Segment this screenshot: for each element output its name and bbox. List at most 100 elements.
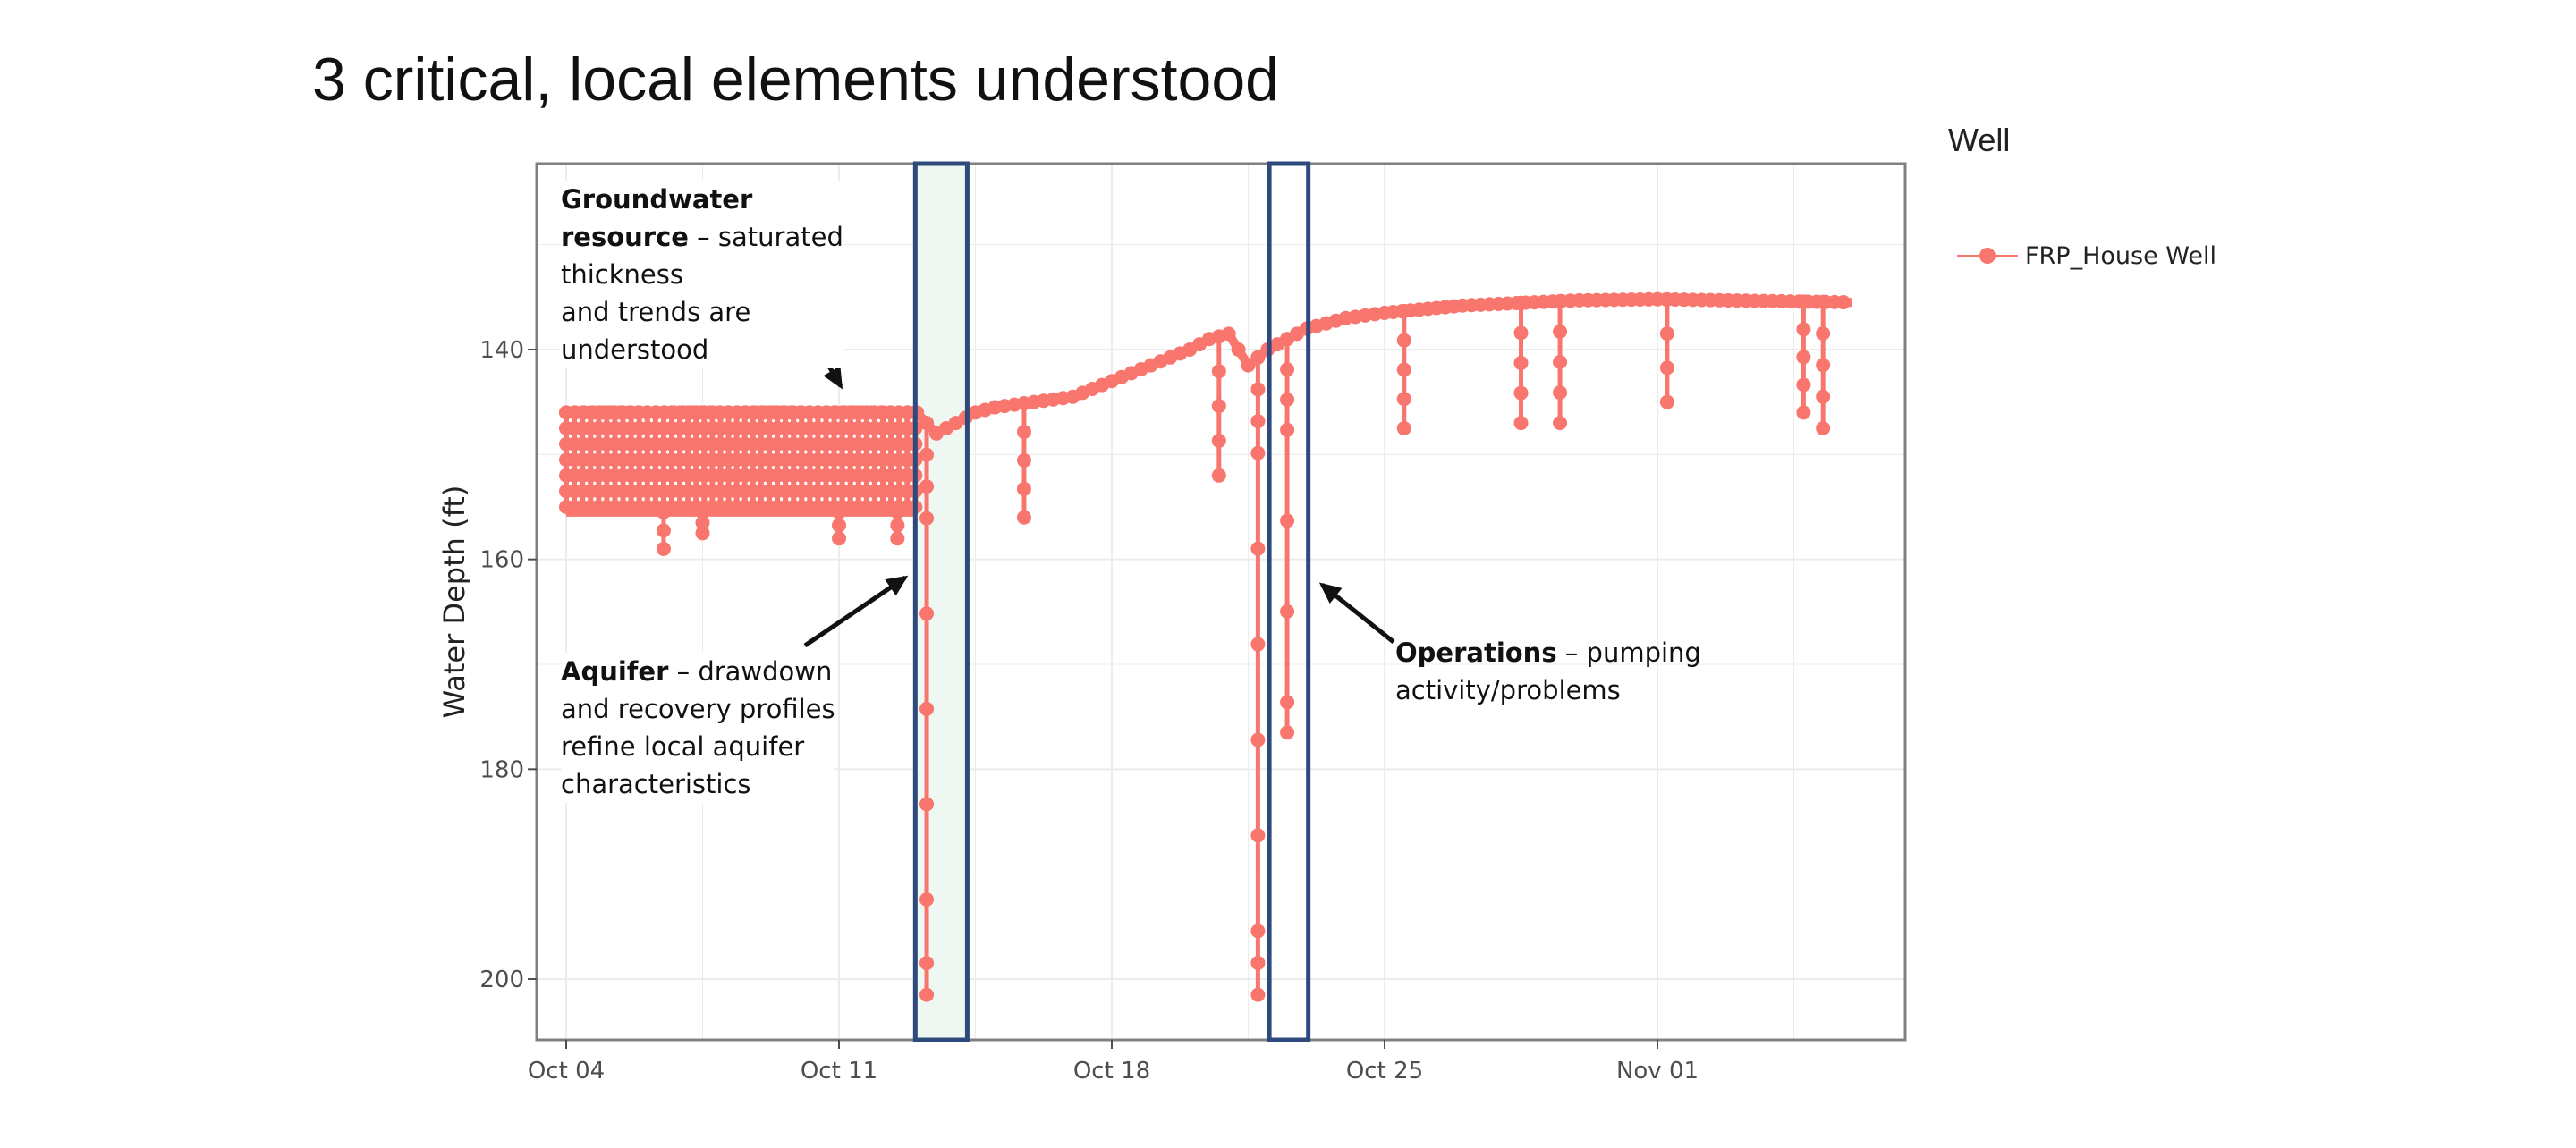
data-point bbox=[1816, 421, 1831, 435]
data-point bbox=[1280, 392, 1295, 407]
data-point bbox=[919, 416, 935, 431]
data-point bbox=[832, 531, 846, 546]
data-point bbox=[919, 956, 935, 971]
data-point bbox=[1016, 452, 1031, 468]
data-point bbox=[1553, 324, 1568, 339]
data-point bbox=[1396, 362, 1411, 377]
annotation-groundwater-text-4: understood bbox=[561, 334, 709, 365]
annotation-aquifer-text-4: characteristics bbox=[561, 769, 751, 799]
data-point bbox=[1280, 695, 1295, 710]
data-point bbox=[1250, 955, 1266, 970]
data-point bbox=[1659, 291, 1674, 307]
highlight-box-outline bbox=[1267, 161, 1311, 1042]
highlight-box-fill bbox=[915, 164, 968, 1040]
legend-item-frp-house-well[interactable]: FRP_House Well bbox=[1957, 240, 2216, 272]
data-point bbox=[1796, 322, 1811, 337]
data-point bbox=[1796, 405, 1811, 420]
highlight-boxes bbox=[915, 164, 968, 1040]
data-point bbox=[1250, 987, 1266, 1002]
data-point bbox=[1250, 382, 1266, 397]
annotation-aquifer-text-1: – drawdown bbox=[668, 656, 833, 687]
x-tick-label: Oct 25 bbox=[1346, 1058, 1423, 1085]
data-point bbox=[919, 511, 935, 526]
slide-title: 3 critical, local elements understood bbox=[312, 46, 1279, 114]
legend-swatch-icon bbox=[1957, 247, 2018, 265]
annotation-aquifer-text-2: and recovery profiles bbox=[561, 694, 835, 724]
data-point bbox=[919, 479, 935, 494]
y-tick-label: 160 bbox=[479, 547, 524, 574]
data-point bbox=[1250, 445, 1266, 460]
y-axis-title: Water Depth (ft) bbox=[437, 485, 471, 719]
data-point bbox=[919, 987, 935, 1002]
data-point bbox=[1250, 414, 1266, 429]
annotation-operations-text-1: – pumping bbox=[1556, 637, 1701, 668]
data-point bbox=[1211, 329, 1226, 344]
data-point bbox=[1513, 325, 1529, 341]
data-point bbox=[919, 892, 935, 907]
data-point bbox=[1280, 604, 1295, 619]
data-point bbox=[695, 504, 710, 519]
data-point bbox=[1553, 385, 1568, 401]
data-point bbox=[1016, 425, 1031, 440]
y-tick-label: 200 bbox=[479, 967, 524, 993]
x-tick-label: Nov 01 bbox=[1616, 1058, 1699, 1085]
data-point bbox=[1513, 385, 1529, 401]
annotation-aquifer-title: Aquifer bbox=[561, 656, 669, 687]
data-point bbox=[1513, 295, 1529, 310]
annotation-aquifer: Aquifer – drawdown and recovery profiles… bbox=[561, 653, 835, 803]
x-tick-label: Oct 11 bbox=[801, 1058, 877, 1085]
data-point bbox=[1396, 333, 1411, 348]
data-point bbox=[890, 504, 905, 519]
data-point bbox=[919, 447, 935, 462]
data-point bbox=[1816, 294, 1831, 309]
data-point bbox=[1796, 294, 1811, 309]
data-point bbox=[919, 797, 935, 812]
data-point bbox=[1016, 481, 1031, 496]
data-point bbox=[1796, 350, 1811, 365]
annotation-groundwater-text-1: – saturated bbox=[688, 222, 843, 252]
annotation-groundwater-text-3: and trends are bbox=[561, 297, 751, 327]
data-point bbox=[1280, 513, 1295, 528]
data-point bbox=[1659, 326, 1674, 342]
series-frp-house-well bbox=[559, 291, 1852, 1002]
data-point bbox=[1796, 377, 1811, 393]
data-point bbox=[1396, 392, 1411, 407]
data-point bbox=[1211, 433, 1226, 448]
chart-axes: 140 160 180 200 Oct 04 Oct 11 Oct 18 Oct 25 Nov … bbox=[479, 162, 1907, 1085]
data-point bbox=[1513, 416, 1529, 431]
data-point bbox=[656, 523, 671, 538]
x-tick-label: Oct 04 bbox=[528, 1058, 605, 1085]
data-point bbox=[1016, 510, 1031, 525]
data-point bbox=[695, 515, 710, 530]
annotation-groundwater: Groundwater resource – saturated thickne… bbox=[561, 181, 843, 368]
data-point bbox=[1280, 725, 1295, 740]
data-point bbox=[919, 701, 935, 716]
y-tick-label: 180 bbox=[479, 756, 524, 783]
annotation-operations: Operations – pumping activity/problems bbox=[1395, 634, 1701, 709]
data-point bbox=[1816, 358, 1831, 373]
data-point bbox=[1659, 394, 1674, 409]
data-point bbox=[1211, 399, 1226, 414]
annotation-operations-title: Operations bbox=[1395, 637, 1557, 668]
data-point bbox=[919, 606, 935, 621]
data-point bbox=[656, 541, 671, 556]
data-point bbox=[1396, 303, 1411, 318]
aquifer-arrow bbox=[803, 575, 909, 648]
plot-border bbox=[535, 162, 1907, 1042]
annotation-groundwater-text-2: thickness bbox=[561, 259, 683, 290]
data-point bbox=[656, 504, 671, 519]
data-point bbox=[1280, 362, 1295, 377]
data-point bbox=[1280, 332, 1295, 347]
y-tick-label: 140 bbox=[479, 337, 524, 364]
data-point bbox=[1211, 364, 1226, 379]
highlight-box-outline bbox=[912, 161, 970, 1042]
data-point bbox=[1250, 828, 1266, 843]
data-point bbox=[1816, 326, 1831, 342]
data-point bbox=[1396, 421, 1411, 435]
data-point bbox=[1241, 358, 1256, 373]
data-point bbox=[1835, 295, 1851, 310]
data-point bbox=[1553, 293, 1568, 308]
data-point bbox=[1513, 355, 1529, 370]
operations-arrow bbox=[1318, 582, 1395, 644]
data-point bbox=[1250, 732, 1266, 747]
